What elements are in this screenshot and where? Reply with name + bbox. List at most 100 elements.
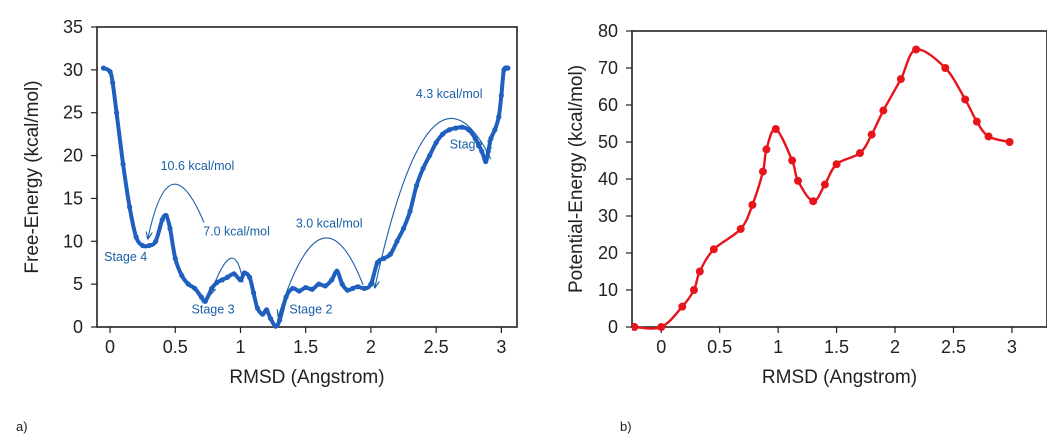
data-point	[912, 45, 921, 54]
data-point	[498, 92, 504, 99]
data-point	[316, 281, 322, 287]
data-point	[762, 145, 771, 154]
data-point	[472, 135, 478, 142]
annotation-arrow	[148, 183, 205, 239]
data-point	[247, 274, 253, 280]
data-point	[153, 238, 159, 244]
data-point	[231, 271, 237, 277]
data-point	[466, 127, 472, 133]
data-point	[427, 152, 433, 159]
y-tick-label: 15	[63, 188, 83, 208]
data-point	[329, 277, 335, 283]
annotation-label: 10.6 kcal/mol	[161, 159, 235, 173]
data-point	[1005, 138, 1014, 146]
data-point	[479, 148, 485, 154]
series-group	[100, 65, 511, 329]
data-point	[972, 117, 981, 126]
data-point	[941, 64, 950, 72]
data-point	[167, 225, 173, 232]
annotation-label: 4.3 kcal/mol	[416, 87, 483, 101]
data-point	[794, 176, 802, 185]
data-point	[237, 277, 244, 283]
data-point	[413, 182, 420, 189]
y-axis-label: Free-Energy (kcal/mol)	[22, 80, 43, 273]
data-point	[198, 294, 204, 300]
data-point	[273, 323, 279, 329]
data-point	[394, 238, 400, 244]
data-point	[140, 242, 146, 249]
annotation-arrow	[278, 237, 364, 317]
data-point	[387, 251, 394, 257]
y-tick-label: 80	[598, 21, 618, 41]
data-point	[896, 75, 905, 84]
data-point	[110, 80, 116, 86]
data-point	[267, 315, 274, 322]
data-point	[224, 274, 231, 280]
y-tick-label: 20	[598, 243, 618, 263]
data-point	[107, 68, 113, 75]
data-point	[771, 125, 780, 134]
y-tick-label: 30	[598, 206, 618, 226]
data-point	[344, 287, 351, 293]
y-tick-label: 50	[598, 132, 618, 152]
data-point	[355, 284, 361, 290]
y-tick-label: 20	[63, 146, 83, 166]
y-tick-label: 0	[608, 317, 618, 337]
data-point	[420, 165, 426, 172]
y-tick-label: 10	[63, 231, 83, 251]
data-point	[159, 217, 165, 223]
data-point	[488, 135, 494, 142]
data-point	[433, 140, 439, 146]
data-point	[695, 267, 704, 276]
data-point	[241, 270, 247, 276]
y-tick-label: 60	[598, 95, 618, 115]
y-tick-label: 25	[63, 103, 83, 123]
x-tick-label: 1.5	[293, 337, 318, 357]
x-tick-label: 1	[235, 337, 245, 357]
data-point	[100, 65, 107, 71]
data-point	[179, 272, 185, 279]
data-point	[879, 106, 888, 115]
data-point	[492, 127, 498, 133]
data-point	[260, 311, 266, 317]
x-tick-label: 0.5	[163, 337, 188, 357]
data-point	[163, 212, 169, 219]
data-point	[496, 114, 502, 120]
x-tick-label: 2	[366, 337, 376, 357]
panel-label-b: b)	[620, 419, 632, 434]
data-point	[254, 305, 261, 311]
plot-frame	[96, 26, 518, 328]
data-point	[309, 286, 315, 292]
data-point	[820, 180, 829, 189]
data-point	[202, 298, 208, 304]
data-point	[984, 132, 993, 141]
data-point	[192, 285, 198, 292]
x-tick-label: 0.5	[707, 337, 732, 357]
y-axis-label: Potential-Energy (kcal/mol)	[566, 65, 587, 293]
data-point	[339, 281, 345, 287]
annotation-label: Stage 1	[450, 138, 493, 152]
series-group	[632, 45, 1014, 331]
x-tick-label: 2.5	[941, 337, 966, 357]
data-point	[250, 290, 257, 296]
data-point	[446, 127, 452, 133]
data-point	[219, 277, 225, 283]
data-point	[374, 260, 381, 266]
data-point	[632, 323, 639, 331]
annotation-arrow	[210, 257, 244, 294]
data-point	[381, 255, 387, 262]
data-point	[133, 234, 139, 240]
data-point	[185, 281, 191, 287]
annotation-label: Stage 3	[192, 302, 235, 316]
data-point	[120, 161, 126, 167]
data-point	[689, 286, 698, 294]
data-point	[809, 197, 818, 206]
x-tick-label: 3	[1007, 337, 1017, 357]
y-tick-label: 30	[63, 60, 83, 80]
data-point	[172, 255, 178, 262]
x-tick-label: 1.5	[824, 337, 849, 357]
data-point	[263, 307, 270, 313]
x-axis-label: RMSD (Angstrom)	[229, 367, 384, 388]
data-point	[453, 125, 459, 131]
